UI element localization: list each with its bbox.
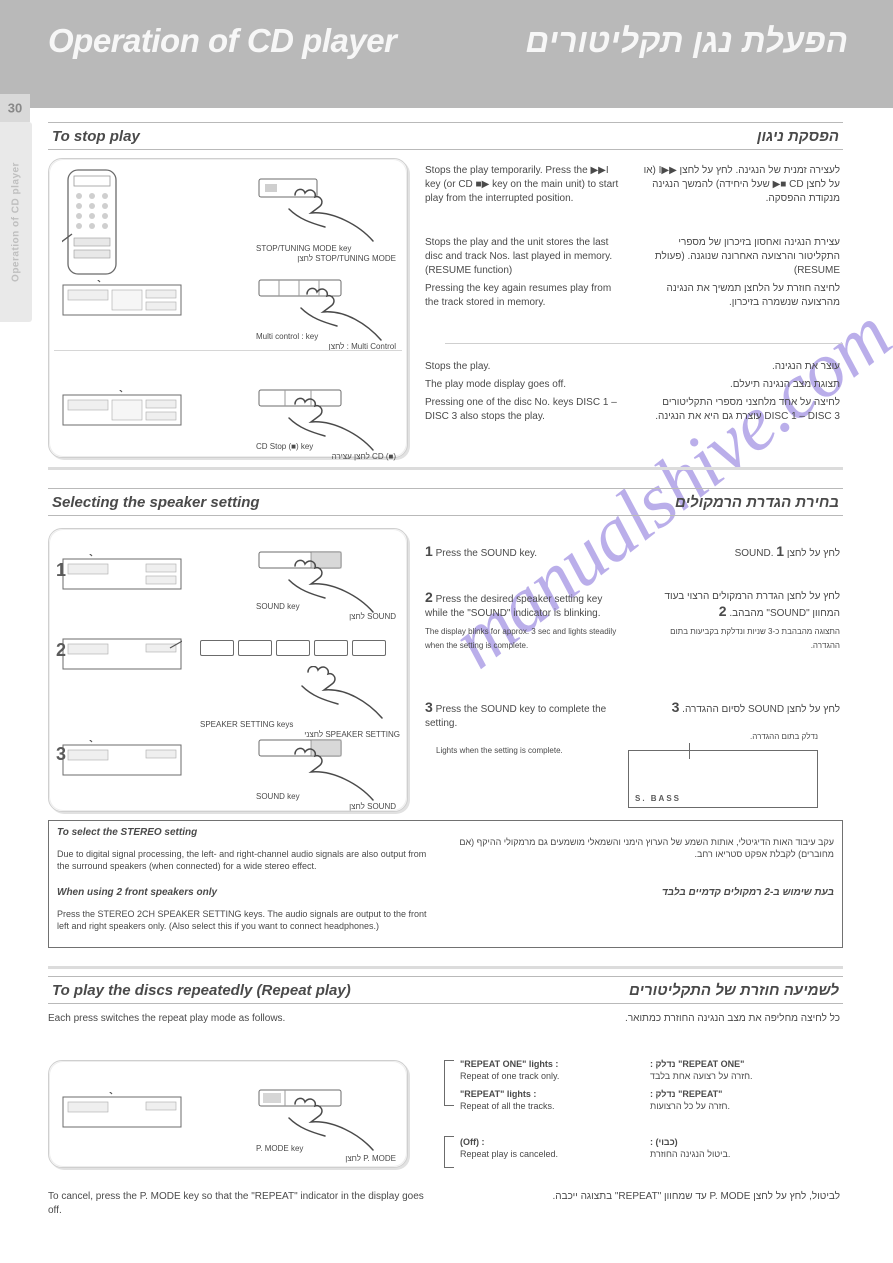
fig2-l1-he: SOUND לחצן [256,610,396,624]
hand-press-icon [278,666,388,722]
s1-p3-he: עוצר את הנגינה. תצוגת מצב הנגינה תיעלם. … [640,360,840,428]
bracket-icon [444,1136,454,1168]
deck-icon [62,280,182,320]
divider [54,350,402,351]
s3-foot-he: לביטול, לחץ על לחצן P. MODE עד שמחוון "R… [460,1190,840,1204]
deck-icon [62,554,182,594]
remote-control-icon [62,168,122,278]
divider [48,467,843,470]
side-tab-label: Operation of CD player [11,162,22,282]
header-title-he: הפעלת נגן תקליטורים [525,22,848,60]
section3-title-en: To play the discs repeatedly (Repeat pla… [52,982,351,999]
display-caption-he: נדלק בתום ההגדרה. [628,730,818,744]
deck-icon [62,740,182,780]
repeat-group2-he: : (כבוי) ביטול הנגינה החוזרת. [650,1136,840,1160]
s2-step1-en: 1 Press the SOUND key. [425,544,625,565]
divider [48,966,843,969]
s2-step2-he: לחץ על לחצן הגדרת הרמקולים הרצוי בעוד המ… [640,590,840,657]
s1-p1-en: Stops the play temporarily. Press the ▶▶… [425,164,625,210]
section3-title-he: לשמיעה חוזרת של התקליטורים [629,982,839,999]
speaker-setting-keys [200,640,390,664]
section1-title-he: הפסקת ניגון [757,128,839,145]
s1-p3-en: Stops the play. The play mode display go… [425,360,625,428]
fig2-l3-he: SOUND לחצן [256,800,396,814]
header-title-en: Operation of CD player [48,22,396,60]
side-tab: Operation of CD player [0,122,32,322]
section2-title-he: בחירת הגדרת הרמקולים [675,494,839,511]
repeat-group1-he: : נדלק "REPEAT ONE" חזרה על רצועה אחת בל… [650,1058,840,1112]
note-box: To select the STEREO setting Due to digi… [48,820,843,948]
note-left-en: To select the STEREO setting Due to digi… [57,827,437,881]
hand-press-icon [255,175,385,245]
header-band: Operation of CD player הפעלת נגן תקליטור… [0,0,893,108]
section2-heading: Selecting the speaker setting בחירת הגדר… [48,488,843,516]
s1-p1-he: לעצירה זמנית של הנגינה. לחץ על לחצן ▶▶I … [640,164,840,210]
display-caption-en: Lights when the setting is complete. [436,744,616,758]
fig3-lbl-he: P. MODE לחצן [256,1152,396,1166]
note-right-en: When using 2 front speakers only Press t… [57,887,437,941]
bracket-icon [444,1060,454,1106]
s3-intro-he: כל לחיצה מחליפה את מצב הנגינה החוזרת כמת… [460,1012,840,1026]
section2-title-en: Selecting the speaker setting [52,494,260,511]
display-box: S. BASS [628,750,818,808]
section1-heading: To stop play הפסקת ניגון [48,122,843,150]
s1-p2-en: Stops the play and the unit stores the l… [425,236,625,314]
s2-step3-he: לחץ על לחצן SOUND לסיום ההגדרה. 3 [640,700,840,721]
repeat-group2-en: (Off) : Repeat play is canceled. [460,1136,630,1160]
note-right-he: בעת שימוש ב-2 רמקולים קדמיים בלבד [454,887,834,902]
s3-intro-en: Each press switches the repeat play mode… [48,1012,428,1026]
s2-step2-en: 2 Press the desired speaker setting key … [425,590,625,657]
step-badge-1: 1 [56,560,66,581]
fig1-label-b-he: Multi Control : לחצן [256,340,396,354]
s1-p2-he: עצירת הנגינה ואחסון בזיכרון של מספרי התק… [640,236,840,314]
page-number-box: 30 [0,94,30,122]
step-badge-2: 2 [56,640,66,661]
divider [445,343,843,344]
page-number: 30 [8,101,22,116]
deck-icon [62,1092,182,1132]
display-value: S. BASS [635,794,681,803]
repeat-group1-en: "REPEAT ONE" lights : Repeat of one trac… [460,1058,630,1112]
deck-icon [62,390,182,430]
section3-heading: To play the discs repeatedly (Repeat pla… [48,976,843,1004]
s2-step3-en: 3 Press the SOUND key to complete the se… [425,700,625,735]
note-left-he: עקב עיבוד האות הדיגיטלי, אותות השמע של ה… [454,827,834,869]
step-badge-3: 3 [56,744,66,765]
fig1-label-c-he: (■) CD לחצן עצירה [256,450,396,464]
deck-icon [62,634,182,674]
fig1-label-a-he: STOP/TUNING MODE לחצן [256,252,396,266]
s2-step1-he: לחץ על לחצן SOUND. 1 [640,544,840,565]
s3-foot-en: To cancel, press the P. MODE key so that… [48,1190,428,1218]
section1-title-en: To stop play [52,128,140,145]
